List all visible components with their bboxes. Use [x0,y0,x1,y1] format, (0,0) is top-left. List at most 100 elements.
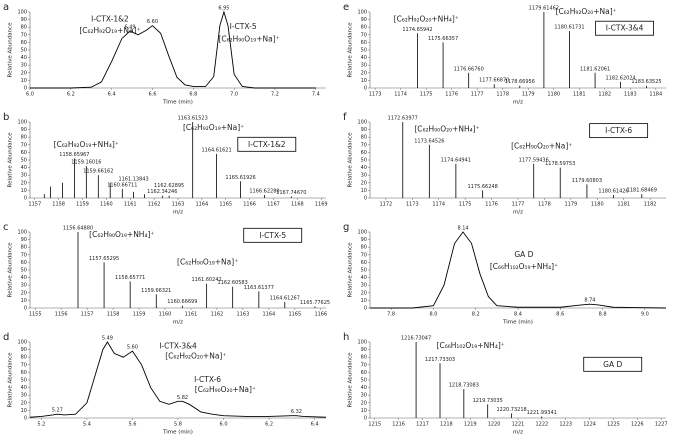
peak-label: 5.82 [177,395,188,401]
peak-label: 8.74 [584,298,595,304]
peak-label: 5.60 [127,345,138,351]
annotation: I-CTX-5 [230,22,257,31]
label-box [589,123,649,139]
annotation: [C₆₂H₉₀O₁₉+NH₄]⁺ [89,230,154,239]
peak-label: 1181.68469 [627,188,657,194]
y-tick-label: 60 [361,40,367,46]
y-tick-label: 70 [21,252,27,258]
peak-label: 1164.61621 [201,147,231,153]
panel-letter: h [343,332,349,343]
x-tick-label: 1178 [538,202,551,208]
y-tick-label: 0 [24,86,27,92]
peak-label: 1176.66760 [454,66,484,72]
y-tick-label: 30 [21,283,27,289]
x-tick-label: 1156 [55,312,68,318]
y-tick-label: 60 [361,150,367,156]
x-tick-label: 1220 [488,422,501,428]
x-tick-label: 7.2 [271,92,279,98]
y-axis-label: Relative Abundance [348,132,354,188]
y-tick-label: 40 [21,165,27,171]
y-tick-label: 0 [24,416,27,422]
y-tick-label: 90 [361,17,367,23]
y-tick-label: 90 [21,17,27,23]
x-tick-label: 1225 [607,422,620,428]
y-tick-label: 90 [21,237,27,243]
y-tick-label: 20 [21,290,27,296]
peak-label: 1180.61731 [554,25,584,31]
y-tick-label: 20 [21,70,27,76]
y-tick-label: 40 [21,55,27,61]
y-tick-label: 80 [21,245,27,251]
y-tick-label: 10 [361,298,367,304]
x-tick-label: 1162 [148,202,161,208]
x-tick-label: 8.0 [429,312,437,318]
chromatogram-line [30,10,316,89]
x-tick-label: 1182 [644,202,657,208]
x-tick-label: 1215 [368,422,381,428]
y-tick-label: 50 [361,268,367,274]
y-axis-label: Relative Abundance [348,22,354,78]
panel-letter: g [343,222,349,233]
y-axis-label: Relative Abundance [8,22,14,78]
annotation: [C₆₂H₉₂O₁₉+Na]⁺ [79,26,140,35]
y-tick-label: 20 [21,400,27,406]
peak-label: 1181.62061 [580,66,610,72]
x-tick-label: 1167 [267,202,280,208]
x-tick-label: 1161 [124,202,137,208]
peak-label: 1160.66711 [107,182,137,188]
annotation: [C₆₂H₉₀O₁₉+Na]⁺ [177,257,238,266]
y-tick-label: 100 [17,120,27,126]
y-tick-label: 40 [361,275,367,281]
x-tick-label: 1227 [655,422,668,428]
annotation: I-CTX-1&2 [91,15,129,24]
annotation: [C₆₂H₉₂O₁₉+NH₄]⁺ [54,140,119,149]
y-tick-label: 70 [21,362,27,368]
x-tick-label: 6.8 [189,92,197,98]
x-tick-label: 1176 [485,202,498,208]
peak-label: 1162.60583 [218,280,248,286]
x-tick-label: 1179 [522,92,535,98]
label-box [595,20,654,36]
annotation: GA D [514,250,533,259]
x-tick-label: 1175 [420,92,433,98]
y-tick-label: 60 [21,370,27,376]
label-box [237,136,297,152]
chromatogram-line [370,231,667,309]
peak-label: 1172.63977 [388,116,418,122]
peak-label: 1161.13843 [118,176,148,182]
peak-label: 1219.73035 [473,398,503,404]
y-tick-label: 0 [364,416,367,422]
y-tick-label: 100 [357,120,367,126]
x-tick-label: 1163 [172,202,185,208]
panel-letter: d [3,332,9,343]
peak-label: 6.32 [291,409,302,415]
y-tick-label: 100 [17,230,27,236]
y-tick-label: 50 [361,378,367,384]
peak-label: 1179.61462 [529,6,559,12]
y-tick-label: 30 [361,283,367,289]
y-tick-label: 0 [364,86,367,92]
y-tick-label: 60 [21,150,27,156]
peak-label: 1163.61377 [244,285,274,291]
peak-label: 6.49 [124,25,135,31]
y-tick-label: 100 [357,10,367,16]
y-tick-label: 20 [361,70,367,76]
y-tick-label: 0 [24,196,27,202]
y-tick-label: 10 [21,78,27,84]
panel-letter: c [3,222,9,233]
x-tick-label: 1168 [291,202,304,208]
y-tick-label: 40 [361,55,367,61]
y-tick-label: 20 [361,400,367,406]
x-tick-label: 9.0 [641,312,649,318]
x-tick-label: 6.4 [108,92,116,98]
y-tick-label: 80 [361,25,367,31]
peak-label: 1159.66321 [141,288,171,294]
x-tick-label: 1176 [445,92,458,98]
x-tick-label: 1221 [512,422,525,428]
peak-label: 1160.66699 [167,299,197,305]
y-tick-label: 10 [21,188,27,194]
x-axis-label: m/z [513,430,523,436]
peak-label: 1217.73303 [425,357,455,363]
x-tick-label: 1182 [598,92,611,98]
